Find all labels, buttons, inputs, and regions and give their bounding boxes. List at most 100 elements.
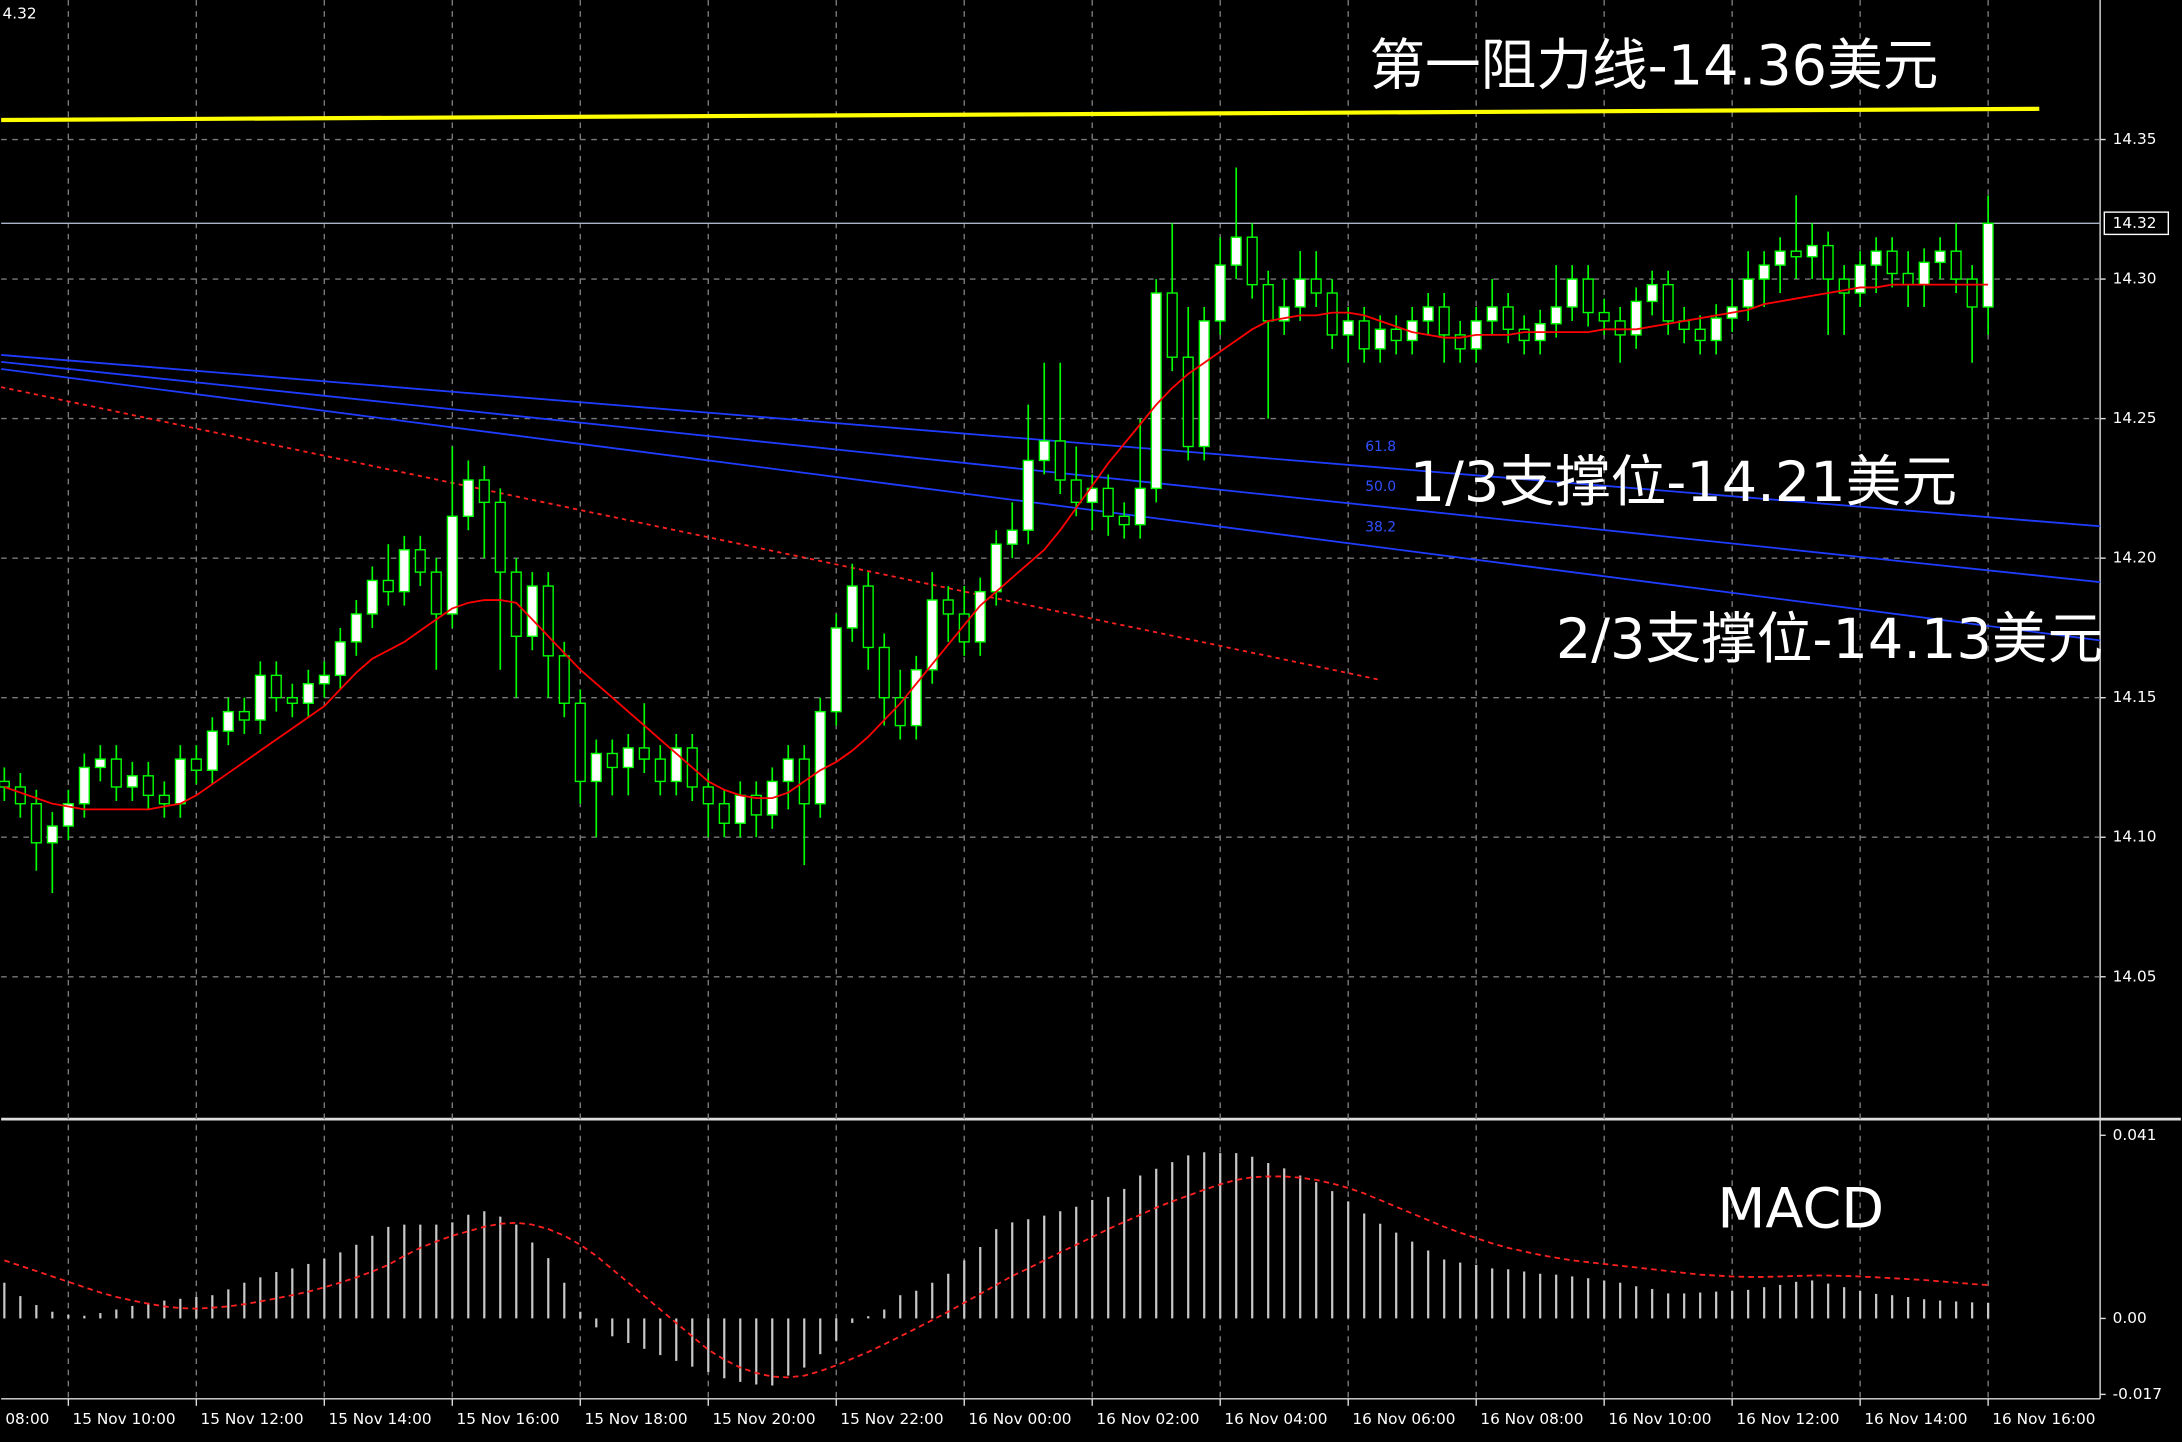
- candle-body: [926, 599, 938, 671]
- fib-label: 50.0: [1365, 479, 1396, 495]
- x-tick-label: 16 Nov 12:00: [1736, 1410, 1839, 1428]
- candle-body: [750, 794, 762, 816]
- y-tick-label: 14.15: [2113, 688, 2157, 706]
- y-tick-label: 14.10: [2113, 828, 2157, 846]
- trend-line: [0, 386, 1379, 681]
- fib-label: 61.8: [1365, 439, 1396, 455]
- candle-body: [1886, 250, 1898, 275]
- annotation: 第一阻力线-14.36美元: [1369, 34, 1938, 99]
- candle-body: [1198, 320, 1210, 448]
- candle-body: [1694, 328, 1706, 342]
- candle-body: [1086, 487, 1098, 504]
- candle-body: [286, 696, 298, 704]
- candle-body: [1822, 244, 1834, 280]
- candle-body: [654, 758, 666, 783]
- candle-body: [590, 752, 602, 783]
- x-tick-label: 15 Nov 12:00: [201, 1410, 304, 1428]
- trend-line: [1, 360, 2101, 583]
- x-tick-label: 15 Nov 10:00: [73, 1410, 176, 1428]
- x-tick-label: 16 Nov 08:00: [1480, 1410, 1583, 1428]
- candle-body: [990, 543, 1002, 593]
- candle-body: [1006, 529, 1018, 545]
- candle-body: [1038, 440, 1050, 462]
- candle-body: [1454, 334, 1466, 350]
- candle-body: [46, 825, 58, 844]
- candle-body: [1838, 278, 1850, 294]
- candle-body: [62, 803, 74, 827]
- candle-body: [318, 674, 330, 685]
- candle-body: [1582, 278, 1594, 314]
- x-tick-label: 16 Nov 14:00: [1864, 1410, 1967, 1428]
- signal-line: [4, 1175, 1989, 1379]
- candle-body: [270, 674, 282, 699]
- candle-body: [1486, 306, 1498, 322]
- candle-body: [1614, 320, 1626, 336]
- candle-body: [1102, 487, 1114, 517]
- x-tick-label: 15 Nov 18:00: [584, 1410, 687, 1428]
- candle-body: [1230, 236, 1242, 266]
- candle-body: [1662, 283, 1674, 322]
- x-tick-label: 15 Nov 16:00: [456, 1410, 559, 1428]
- candle-body: [830, 627, 842, 713]
- candle-body: [670, 747, 682, 783]
- candle-body: [1982, 222, 1994, 308]
- candle-body: [1566, 278, 1578, 308]
- candle-body: [734, 794, 746, 824]
- x-tick-label: 16 Nov 10:00: [1608, 1410, 1711, 1428]
- candle-body: [1790, 250, 1802, 258]
- y-tick-label: 14.30: [2113, 270, 2157, 288]
- y-tick-label: 0.041: [2113, 1126, 2157, 1144]
- candle-body: [462, 479, 474, 517]
- x-tick-label: 16 Nov 04:00: [1224, 1410, 1327, 1428]
- x-tick-label: 15 Nov 14:00: [328, 1410, 431, 1428]
- x-tick-label: 16 Nov 16:00: [1992, 1410, 2095, 1428]
- candle-body: [158, 794, 170, 805]
- corner-label: 4.32: [3, 4, 37, 22]
- candle-body: [1134, 487, 1146, 526]
- candle-body: [190, 758, 202, 771]
- candle-body: [414, 549, 426, 573]
- candle-body: [574, 702, 586, 783]
- candle-body: [1070, 479, 1082, 504]
- candle-body: [430, 571, 442, 615]
- candle-body: [1774, 250, 1786, 266]
- candle-body: [1934, 250, 1946, 264]
- candle-body: [1358, 320, 1370, 350]
- candle-body: [222, 710, 234, 732]
- candle-body: [1550, 306, 1562, 325]
- candle-body: [638, 747, 650, 760]
- fib-label: 38.2: [1365, 520, 1396, 536]
- candle-body: [398, 549, 410, 593]
- candle-body: [1854, 264, 1866, 294]
- candle-body: [878, 646, 890, 699]
- candle-body: [78, 766, 90, 805]
- candle-body: [1342, 320, 1354, 336]
- x-tick-label: 15 Nov 20:00: [712, 1410, 815, 1428]
- candle-body: [366, 579, 378, 615]
- candle-body: [1118, 515, 1130, 526]
- candle-body: [478, 479, 490, 504]
- candle-body: [1806, 244, 1818, 258]
- candle-body: [782, 758, 794, 783]
- candle-body: [0, 780, 10, 788]
- candle-body: [126, 775, 138, 788]
- candle-body: [1422, 306, 1434, 322]
- candle-body: [1214, 264, 1226, 322]
- candle-body: [494, 501, 506, 573]
- y-tick-label: 14.35: [2113, 130, 2157, 148]
- candle-body: [1246, 236, 1258, 286]
- candle-body: [910, 669, 922, 727]
- x-tick-label: 15 Nov 22:00: [840, 1410, 943, 1428]
- candle-body: [14, 786, 26, 805]
- candle-body: [1902, 272, 1914, 286]
- candle-body: [718, 803, 730, 824]
- candle-body: [446, 515, 458, 615]
- candle-body: [94, 758, 106, 769]
- candle-body: [862, 585, 874, 649]
- candle-body: [334, 641, 346, 677]
- annotation: 1/3支撑位-14.21美元: [1410, 450, 1957, 515]
- y-tick-label: 14.20: [2113, 549, 2157, 567]
- trend-line: [1, 354, 2101, 528]
- candle-body: [526, 585, 538, 637]
- trend-line: [1, 368, 2101, 642]
